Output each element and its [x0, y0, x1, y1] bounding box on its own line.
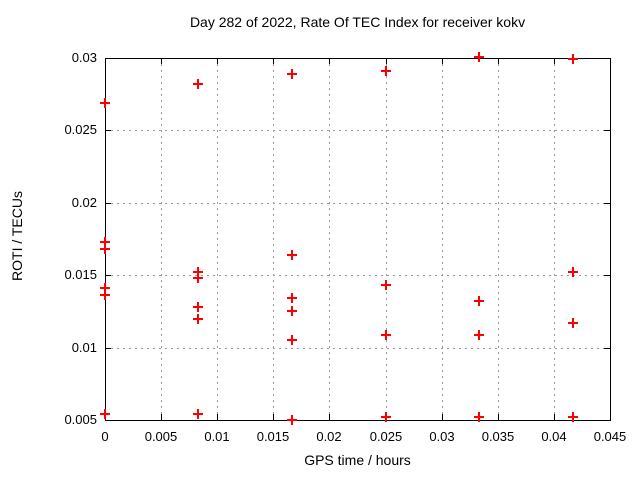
data-point-marker — [381, 412, 391, 422]
y-tick-label: 0.02 — [72, 195, 97, 210]
scatter-points — [100, 52, 578, 425]
data-point-marker — [100, 98, 110, 108]
data-point-marker — [287, 69, 297, 79]
data-point-marker — [193, 409, 203, 419]
data-point-marker — [193, 79, 203, 89]
data-point-marker — [568, 318, 578, 328]
data-point-marker — [568, 54, 578, 64]
data-point-marker — [474, 296, 484, 306]
x-tick-label: 0.015 — [257, 429, 290, 444]
x-tick-label: 0 — [101, 429, 108, 444]
data-point-marker — [381, 280, 391, 290]
data-point-marker — [381, 66, 391, 76]
data-point-marker — [381, 330, 391, 340]
data-point-marker — [287, 335, 297, 345]
data-point-marker — [193, 302, 203, 312]
x-tick-label: 0.02 — [316, 429, 341, 444]
data-point-marker — [568, 412, 578, 422]
x-tick-label: 0.04 — [541, 429, 566, 444]
data-point-marker — [100, 290, 110, 300]
y-tick-label: 0.015 — [64, 267, 97, 282]
chart-title: Day 282 of 2022, Rate Of TEC Index for r… — [189, 14, 526, 30]
data-point-marker — [287, 293, 297, 303]
plot-border — [105, 58, 611, 421]
data-point-marker — [474, 330, 484, 340]
x-tick-label: 0.045 — [594, 429, 627, 444]
x-tick-label: 0.03 — [429, 429, 454, 444]
data-point-marker — [287, 250, 297, 260]
data-point-marker — [474, 412, 484, 422]
data-point-marker — [100, 244, 110, 254]
x-tick-label: 0.025 — [370, 429, 403, 444]
data-point-marker — [474, 52, 484, 62]
y-tick-label: 0.01 — [72, 340, 97, 355]
data-point-marker — [193, 273, 203, 283]
x-tick-label: 0.035 — [482, 429, 515, 444]
y-tick-label: 0.025 — [64, 122, 97, 137]
data-point-marker — [287, 415, 297, 425]
x-tick-label: 0.005 — [145, 429, 178, 444]
y-tick-label: 0.005 — [64, 412, 97, 427]
x-tick-label: 0.01 — [204, 429, 229, 444]
data-point-marker — [100, 409, 110, 419]
data-point-marker — [568, 267, 578, 277]
data-point-marker — [287, 306, 297, 316]
data-point-marker — [193, 314, 203, 324]
y-tick-label: 0.03 — [72, 50, 97, 65]
x-axis-label: GPS time / hours — [304, 452, 411, 468]
